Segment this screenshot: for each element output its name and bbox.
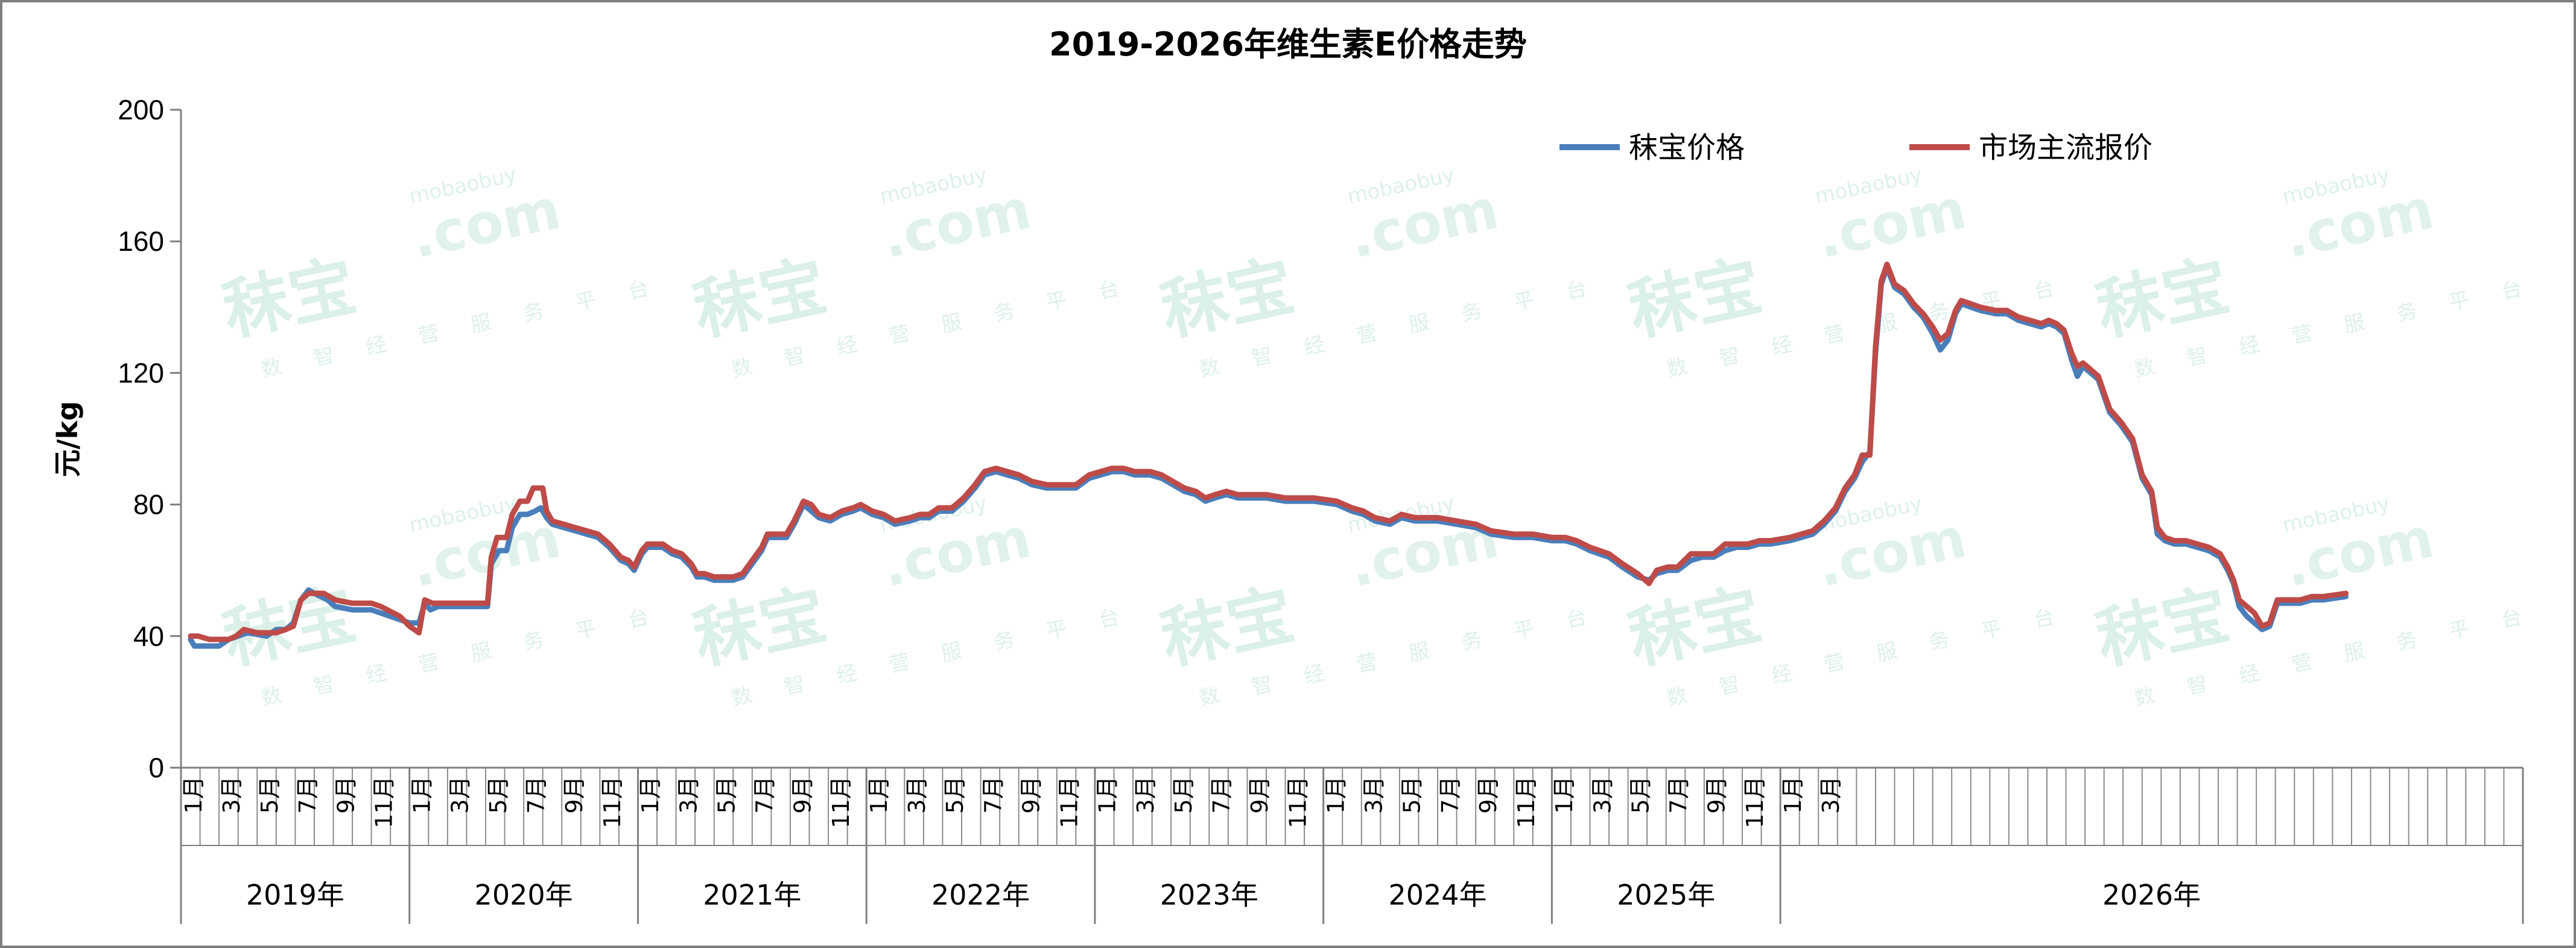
year-label: 2025年 [1617, 879, 1715, 911]
x-tick-label: 7月 [752, 776, 778, 814]
x-tick-label: 3月 [1361, 776, 1388, 814]
y-tick-label: 160 [118, 226, 164, 257]
y-tick-label: 120 [118, 357, 164, 388]
x-tick-label: 1月 [1780, 776, 1806, 814]
x-tick-label: 11月 [1284, 776, 1311, 828]
y-tick-label: 80 [133, 489, 164, 520]
year-label: 2026年 [2102, 879, 2201, 911]
x-axis: 1月 3月 5月 7月 9月 11月 1月 3月 5月 7月 9月 11月 1月 3月 5月 7月 9月 11月 1… [180, 766, 2524, 924]
x-tick-label: 3月 [1818, 776, 1844, 814]
x-tick-label: 1月 [1322, 776, 1349, 814]
x-tick-label: 11月 [1056, 776, 1083, 828]
x-tick-label: 5月 [942, 776, 968, 814]
x-tick-label: 5月 [713, 776, 740, 814]
x-tick-label: 5月 [256, 776, 283, 814]
y-axis-label: 元/kg [51, 401, 84, 477]
x-tick-label: 3月 [447, 776, 474, 814]
year-label: 2023年 [1160, 879, 1258, 911]
x-tick-label: 7月 [294, 776, 321, 814]
x-tick-label: 1月 [866, 776, 892, 814]
x-tick-label: 3月 [904, 776, 930, 814]
year-label: 2019年 [246, 879, 344, 911]
year-label: 2024年 [1388, 879, 1486, 911]
legend-label-2: 市场主流报价 [1979, 131, 2152, 165]
x-tick-label: 9月 [790, 776, 816, 814]
x-tick-label: 1月 [180, 776, 207, 814]
x-tick-label: 1月 [1094, 776, 1121, 814]
y-tick-label: 40 [133, 621, 164, 652]
x-tick-label: 11月 [370, 776, 397, 828]
x-tick-label: 1月 [1551, 776, 1578, 814]
x-tick-label: 9月 [1704, 776, 1730, 814]
x-tick-label: 11月 [828, 776, 854, 828]
x-tick-label: 9月 [1246, 776, 1273, 814]
x-tick-label: 3月 [675, 776, 702, 814]
x-tick-label: 11月 [599, 776, 626, 828]
year-label: 2020年 [475, 879, 573, 911]
x-tick-label: 11月 [1513, 776, 1540, 828]
x-tick-label: 5月 [1627, 776, 1654, 814]
series-line-1 [188, 265, 2349, 649]
x-tick-label: 1月 [409, 776, 436, 814]
x-tick-label: 9月 [1475, 776, 1502, 814]
x-tick-label: 3月 [218, 776, 245, 814]
x-tick-label: 11月 [1742, 776, 1768, 828]
x-tick-label: 9月 [561, 776, 588, 814]
x-tick-label: 7月 [1666, 776, 1692, 814]
x-tick-label: 3月 [1132, 776, 1159, 814]
year-label: 2021年 [703, 879, 801, 911]
y-tick-label: 0 [148, 752, 164, 783]
x-tick-label: 7月 [1208, 776, 1235, 814]
y-tick-label: 200 [118, 94, 164, 125]
x-tick-label: 5月 [1399, 776, 1426, 814]
x-tick-label: 5月 [485, 776, 512, 814]
x-tick-label: 5月 [1170, 776, 1197, 814]
y-axis: 0 40 80 120 160 200 [118, 94, 182, 783]
x-tick-label: 7月 [980, 776, 1006, 814]
chart-title: 2019-2026年维生素E价格走势 [1049, 25, 1527, 63]
x-tick-label: 3月 [1589, 776, 1616, 814]
series-line-2 [188, 261, 2349, 642]
x-tick-label: 1月 [637, 776, 664, 814]
x-tick-label: 7月 [523, 776, 550, 814]
series-layer [188, 261, 2349, 649]
year-label: 2022年 [931, 879, 1030, 911]
x-tick-label: 9月 [1018, 776, 1044, 814]
legend: 秣宝价格 市场主流报价 [1559, 131, 2152, 165]
x-tick-label: 9月 [332, 776, 359, 814]
x-tick-label: 7月 [1437, 776, 1464, 814]
legend-label-1: 秣宝价格 [1629, 131, 1745, 165]
